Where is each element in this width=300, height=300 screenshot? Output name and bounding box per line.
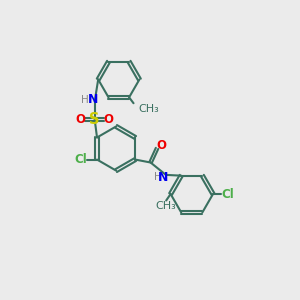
Text: S: S bbox=[89, 112, 100, 127]
Text: H: H bbox=[81, 95, 89, 105]
Text: CH₃: CH₃ bbox=[138, 103, 159, 113]
Text: O: O bbox=[103, 113, 113, 126]
Text: H: H bbox=[154, 172, 161, 182]
Text: N: N bbox=[88, 93, 98, 106]
Text: CH₃: CH₃ bbox=[156, 201, 177, 211]
Text: Cl: Cl bbox=[222, 188, 234, 200]
Text: O: O bbox=[157, 139, 166, 152]
Text: O: O bbox=[76, 113, 86, 126]
Text: Cl: Cl bbox=[74, 153, 87, 166]
Text: N: N bbox=[158, 171, 169, 184]
